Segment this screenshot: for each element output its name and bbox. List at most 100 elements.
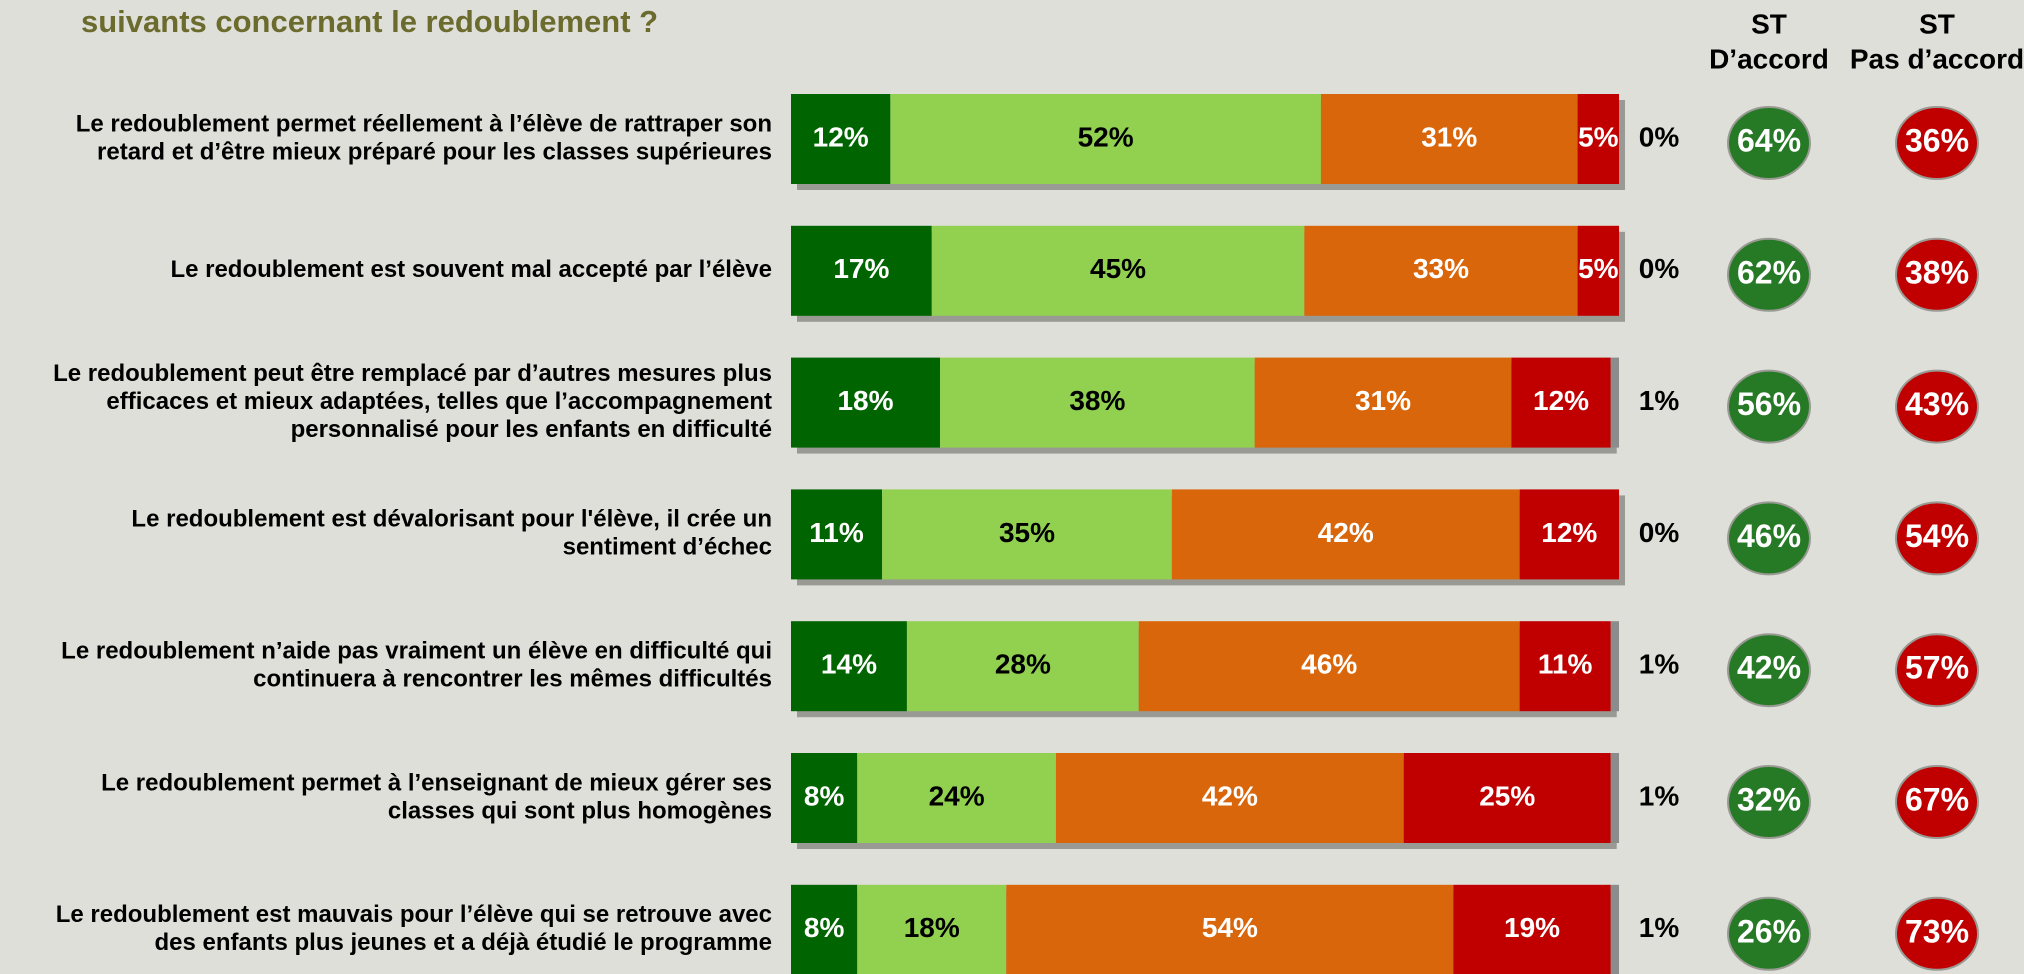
summary-bubble	[1727, 765, 1811, 839]
summary-label: 36%	[1905, 122, 1969, 158]
summary-bubble	[1727, 106, 1811, 180]
bar-segment	[1519, 489, 1619, 580]
bar-segment	[791, 357, 941, 448]
summary-label: 26%	[1737, 913, 1801, 949]
summary-bubble	[1895, 501, 1979, 576]
value-label: 24%	[929, 780, 985, 811]
column-header: Pas d’accord	[1850, 43, 2024, 74]
bar-segment	[1403, 753, 1611, 843]
bar-segment	[906, 621, 1139, 712]
value-label: 25%	[1479, 780, 1535, 811]
value-label: 18%	[904, 912, 960, 943]
summary-label: 62%	[1737, 254, 1801, 290]
summary-label: 67%	[1905, 781, 1969, 817]
value-label: 5%	[1578, 253, 1619, 284]
category-label: Le redoublement est souvent mal accepté …	[170, 256, 772, 283]
value-label: 12%	[1533, 385, 1589, 416]
value-label: 45%	[1090, 253, 1146, 284]
category-label: classes qui sont plus homogènes	[388, 797, 772, 824]
summary-bubble	[1895, 369, 1979, 444]
bar-segment	[1006, 884, 1454, 974]
column-header: D’accord	[1709, 43, 1829, 74]
category-label: Le redoublement est dévalorisant pour l'…	[131, 506, 772, 533]
summary-bubble	[1895, 896, 1979, 971]
bar-segment	[1577, 94, 1619, 184]
value-label: 42%	[1202, 780, 1258, 811]
summary-bubble	[1727, 237, 1811, 312]
bar-segment	[1304, 225, 1578, 316]
value-label: 52%	[1078, 121, 1134, 152]
bar-segment	[931, 225, 1305, 316]
bar-segment	[1610, 753, 1619, 843]
bar-segment	[1171, 489, 1520, 580]
category-label: Le redoublement n’aide pas vraiment un é…	[61, 638, 772, 665]
bar-segment	[857, 884, 1007, 974]
summary-label: 57%	[1905, 650, 1969, 686]
bar-segment	[890, 94, 1321, 184]
value-label: 17%	[833, 253, 889, 284]
summary-bubble	[1895, 633, 1979, 708]
value-label: 42%	[1318, 517, 1374, 548]
bar-segment	[791, 489, 883, 580]
value-label: 19%	[1504, 912, 1560, 943]
value-label: 35%	[999, 517, 1055, 548]
summary-label: 64%	[1737, 122, 1801, 158]
value-label: 1%	[1639, 649, 1680, 680]
bar-segment	[1320, 94, 1578, 184]
summary-label: 32%	[1737, 781, 1801, 817]
bar-segment	[1055, 753, 1404, 843]
value-label: 11%	[809, 517, 864, 548]
category-label: Le redoublement est mauvais pour l’élève…	[56, 901, 772, 928]
summary-bubble	[1895, 765, 1979, 839]
summary-bubble	[1727, 369, 1811, 444]
value-label: 8%	[804, 912, 845, 943]
category-label: Le redoublement peut être remplacé par d…	[53, 360, 772, 387]
value-label: 38%	[1069, 385, 1125, 416]
value-label: 54%	[1202, 912, 1258, 943]
bar-segment	[882, 489, 1172, 580]
bar-segment	[1610, 884, 1619, 974]
value-label: 18%	[837, 385, 893, 416]
value-label: 14%	[821, 649, 877, 680]
bar-segment	[1138, 621, 1520, 712]
summary-label: 46%	[1737, 518, 1801, 554]
value-label: 31%	[1355, 385, 1411, 416]
value-label: 8%	[804, 780, 845, 811]
value-label: 1%	[1639, 912, 1680, 943]
category-label: des enfants plus jeunes et a déjà étudié…	[154, 929, 772, 956]
value-label: 33%	[1413, 253, 1469, 284]
summary-bubble	[1727, 501, 1811, 576]
summary-label: 56%	[1737, 386, 1801, 422]
value-label: 0%	[1639, 121, 1680, 152]
summary-bubble	[1727, 896, 1811, 971]
value-label: 0%	[1639, 517, 1680, 548]
category-label: continuera à rencontrer les mêmes diffic…	[253, 666, 772, 693]
summary-label: 73%	[1905, 913, 1969, 949]
category-label: retard et d’être mieux préparé pour les …	[97, 138, 772, 165]
bar-segment	[1511, 357, 1611, 448]
summary-label: 43%	[1905, 386, 1969, 422]
value-label: 1%	[1639, 780, 1680, 811]
bar-segment	[1610, 357, 1619, 448]
summary-label: 38%	[1905, 254, 1969, 290]
chart-title: suivants concernant le redoublement ?	[81, 4, 658, 39]
value-label: 5%	[1578, 121, 1619, 152]
value-label: 12%	[813, 121, 869, 152]
bar-segment	[1519, 621, 1611, 712]
category-label: personnalisé pour les enfants en difficu…	[291, 416, 772, 443]
category-label: efficaces et mieux adaptées, telles que …	[106, 388, 772, 415]
category-label: Le redoublement permet à l’enseignant de…	[101, 769, 772, 796]
category-label: sentiment d’échec	[563, 534, 772, 561]
bar-segment	[791, 753, 858, 843]
bar-segment	[940, 357, 1255, 448]
value-label: 28%	[995, 649, 1051, 680]
category-label: Le redoublement permet réellement à l’él…	[76, 110, 772, 137]
summary-label: 54%	[1905, 518, 1969, 554]
column-header: ST	[1919, 8, 1955, 39]
value-label: 12%	[1541, 517, 1597, 548]
bar-segment	[1254, 357, 1512, 448]
bar-segment	[791, 884, 858, 974]
value-label: 46%	[1301, 649, 1357, 680]
bar-segment	[1453, 884, 1611, 974]
